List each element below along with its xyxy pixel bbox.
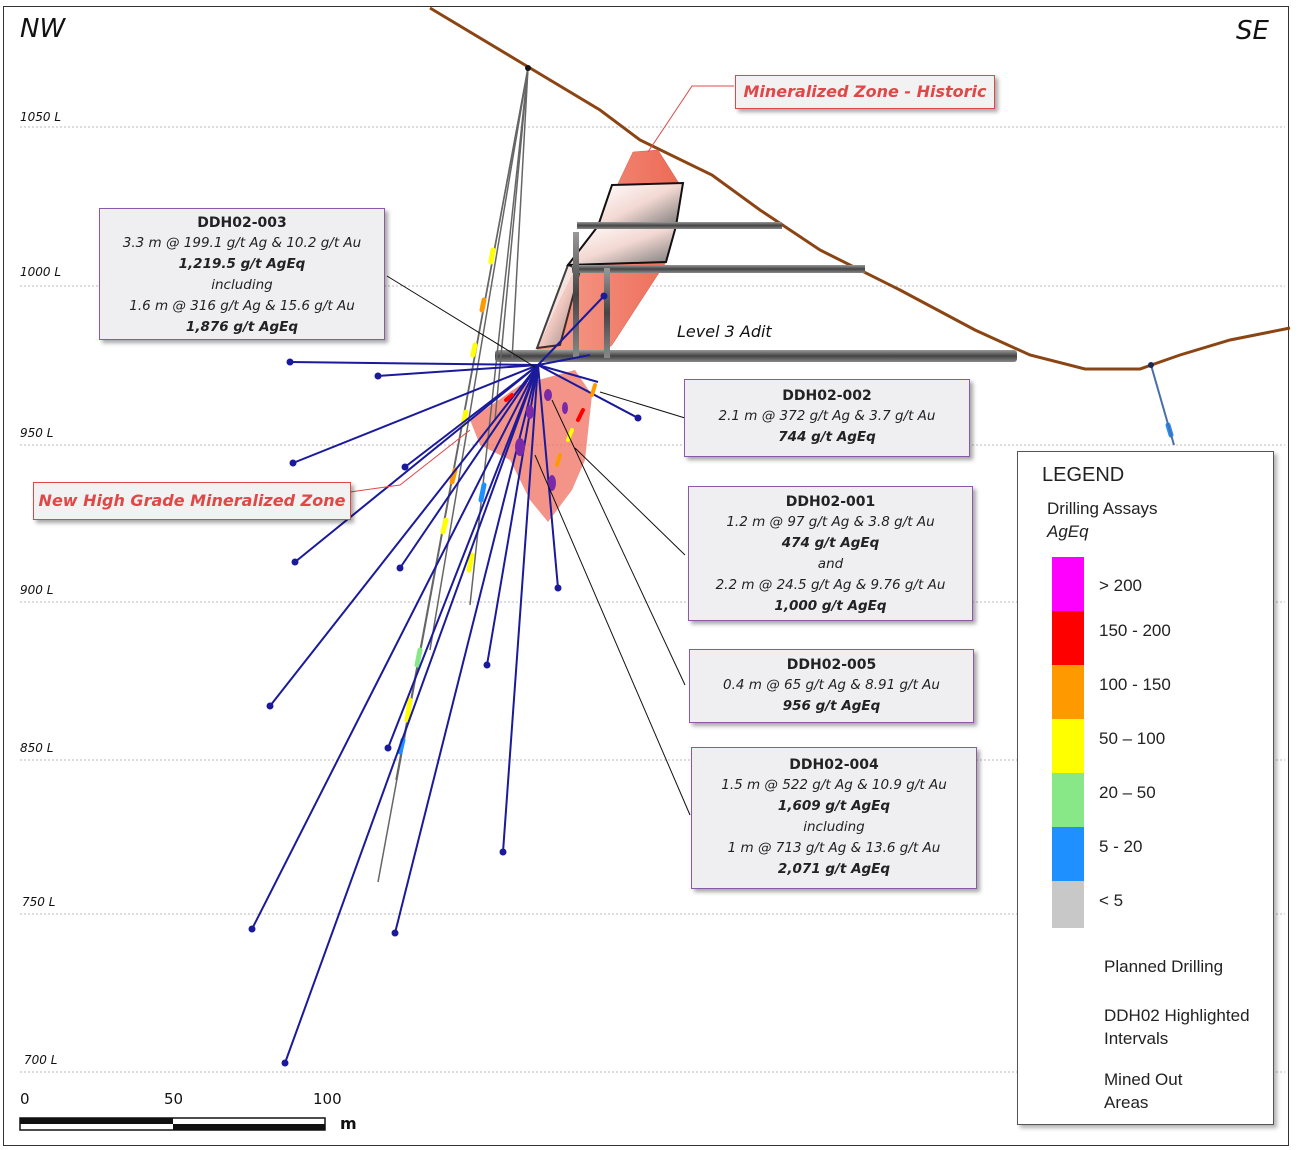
stope-middle <box>565 225 678 267</box>
legend-range-label: 150 - 200 <box>1099 621 1171 640</box>
legend-swatch <box>1052 557 1084 611</box>
legend-highlighted-label-2: Intervals <box>1104 1029 1169 1048</box>
level-label-750: 750 L <box>22 895 56 909</box>
legend-swatch <box>1052 827 1084 881</box>
legend-range-label: 5 - 20 <box>1099 837 1143 856</box>
legend-range-label: 20 – 50 <box>1099 783 1156 802</box>
callout-title: DDH02-003 <box>197 215 287 231</box>
legend-swatch <box>1052 719 1084 773</box>
leader-lines <box>386 275 691 816</box>
new-zone-body <box>470 370 592 522</box>
legend-mined-label-2: Areas <box>1104 1093 1149 1112</box>
callout-line: 0.4 m @ 65 g/t Ag & 8.91 g/t Au <box>723 677 940 693</box>
callout-line: 1,876 g/t AgEq <box>185 319 299 335</box>
legend-range-label: 50 – 100 <box>1099 729 1166 748</box>
callout-ddh02-001: DDH02-001 1.2 m @ 97 g/t Ag & 3.8 g/t Au… <box>688 486 973 621</box>
callout-line: 2.1 m @ 372 g/t Ag & 3.7 g/t Au <box>718 408 936 424</box>
legend-range-label: 100 - 150 <box>1099 675 1171 694</box>
level-label-1050: 1050 L <box>20 110 62 124</box>
stope-upper <box>596 181 685 227</box>
callout-line: 2,071 g/t AgEq <box>777 861 891 877</box>
legend-highlighted-label-1: DDH02 Highlighted <box>1104 1006 1250 1025</box>
callout-ddh02-004: DDH02-004 1.5 m @ 522 g/t Ag & 10.9 g/t … <box>691 747 977 889</box>
level-gridlines <box>20 126 1285 1073</box>
callout-line: 2.2 m @ 24.5 g/t Ag & 9.76 g/t Au <box>715 577 946 593</box>
legend-swatch <box>1052 611 1084 665</box>
historic-zone-label: Mineralized Zone - Historic <box>735 75 995 109</box>
new-zone-label: New High Grade Mineralized Zone <box>33 482 351 520</box>
scale-tick-100: 100 <box>313 1090 342 1108</box>
callout-line: 1.5 m @ 522 g/t Ag & 10.9 g/t Au <box>721 777 947 793</box>
highlighted-intervals <box>515 389 568 491</box>
legend-swatch <box>1052 773 1084 827</box>
legend-range-label: > 200 <box>1099 576 1143 595</box>
legend-unit: AgEq <box>1047 522 1089 541</box>
callout-ddh02-002: DDH02-002 2.1 m @ 372 g/t Ag & 3.7 g/t A… <box>684 379 970 457</box>
scale-unit: m <box>340 1114 357 1133</box>
level-label-900: 900 L <box>20 583 54 597</box>
level-label-700: 700 L <box>24 1053 58 1067</box>
callout-line: 1,219.5 g/t AgEq <box>178 256 306 272</box>
legend-swatch <box>1052 665 1084 719</box>
fan-assay-intervals <box>504 383 597 467</box>
callout-line: including <box>803 819 865 835</box>
level-label-950: 950 L <box>20 426 54 440</box>
adit-label: Level 3 Adit <box>677 322 772 341</box>
callout-line: 1,000 g/t AgEq <box>774 598 887 614</box>
adit-level-2 <box>572 265 865 273</box>
legend-title: LEGEND <box>1042 464 1125 486</box>
callout-line: 744 g/t AgEq <box>778 429 876 445</box>
callout-ddh02-003: DDH02-003 3.3 m @ 199.1 g/t Ag & 10.2 g/… <box>99 208 385 340</box>
raise-2 <box>604 268 610 358</box>
level-label-850: 850 L <box>20 741 54 755</box>
scale-tick-50: 50 <box>164 1090 184 1108</box>
legend-swatch <box>1052 881 1084 928</box>
callout-line: 1,609 g/t AgEq <box>777 798 891 814</box>
topography-line <box>429 6 1291 371</box>
surface-collar <box>525 65 531 71</box>
adit-level-3 <box>495 350 1017 362</box>
callout-title: DDH02-005 <box>786 657 877 673</box>
planned-drill-hole <box>1150 364 1175 446</box>
legend-mined-label-1: Mined Out <box>1104 1070 1183 1089</box>
callout-title: DDH02-001 <box>785 494 876 510</box>
callout-title: DDH02-004 <box>789 757 879 773</box>
adits <box>495 222 1017 362</box>
scale-bar <box>19 1117 326 1131</box>
callout-title: DDH02-002 <box>782 388 872 404</box>
callout-line: 956 g/t AgEq <box>782 698 881 714</box>
callout-line: 1.6 m @ 316 g/t Ag & 15.6 g/t Au <box>129 298 355 314</box>
callout-line: and <box>817 556 844 572</box>
callout-line: 474 g/t AgEq <box>781 535 880 551</box>
new-drill-fan <box>248 292 642 1067</box>
legend-range-label: < 5 <box>1099 891 1124 910</box>
callout-line: 1 m @ 713 g/t Ag & 13.6 g/t Au <box>727 840 941 856</box>
adit-level-1 <box>577 222 782 229</box>
zone-leaders <box>349 85 734 493</box>
callout-line: 1.2 m @ 97 g/t Ag & 3.8 g/t Au <box>726 514 935 530</box>
callout-ddh02-005: DDH02-005 0.4 m @ 65 g/t Ag & 8.91 g/t A… <box>689 649 974 723</box>
callout-line: 3.3 m @ 199.1 g/t Ag & 10.2 g/t Au <box>122 235 362 251</box>
legend: LEGEND Drilling Assays AgEq > 200 150 - … <box>1017 451 1274 1125</box>
raise-1 <box>573 232 579 357</box>
callout-line: including <box>211 277 273 293</box>
direction-se: SE <box>1236 16 1269 46</box>
level-label-1000: 1000 L <box>20 265 62 279</box>
legend-subtitle: Drilling Assays <box>1047 499 1158 518</box>
direction-nw: NW <box>20 14 66 44</box>
legend-planned-label: Planned Drilling <box>1104 957 1224 976</box>
scale-tick-0: 0 <box>20 1090 30 1108</box>
section-frame <box>3 6 1289 1146</box>
